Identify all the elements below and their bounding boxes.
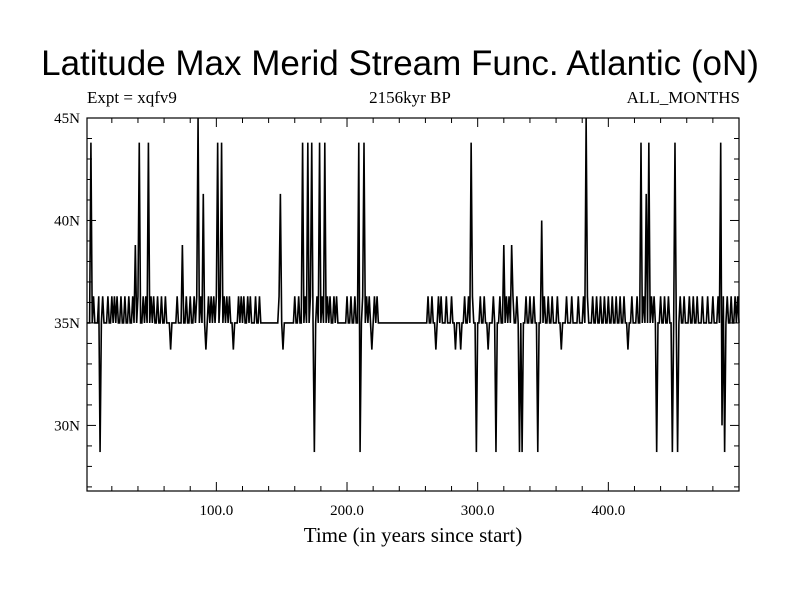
series-line	[87, 117, 740, 453]
period-label: 2156kyr BP	[369, 88, 451, 107]
y-tick-label: 35N	[54, 316, 80, 332]
y-tick-label: 30N	[54, 418, 80, 434]
experiment-label: Expt = xqfv9	[87, 88, 177, 107]
x-tick-label: 100.0	[199, 503, 233, 519]
axis-tick-labels: 100.0 200.0 300.0 400.0 30N 35N 40N 45N	[54, 111, 625, 519]
x-tick-label: 300.0	[461, 503, 495, 519]
x-axis-title: Time (in years since start)	[304, 523, 523, 547]
x-tick-label: 200.0	[330, 503, 364, 519]
plot-frame	[86, 117, 740, 492]
y-tick-label: 45N	[54, 111, 80, 127]
y-tick-label: 40N	[54, 213, 80, 229]
x-tick-label: 400.0	[591, 503, 625, 519]
season-label: ALL_MONTHS	[626, 88, 740, 107]
chart-title: Latitude Max Merid Stream Func. Atlantic…	[41, 44, 759, 83]
